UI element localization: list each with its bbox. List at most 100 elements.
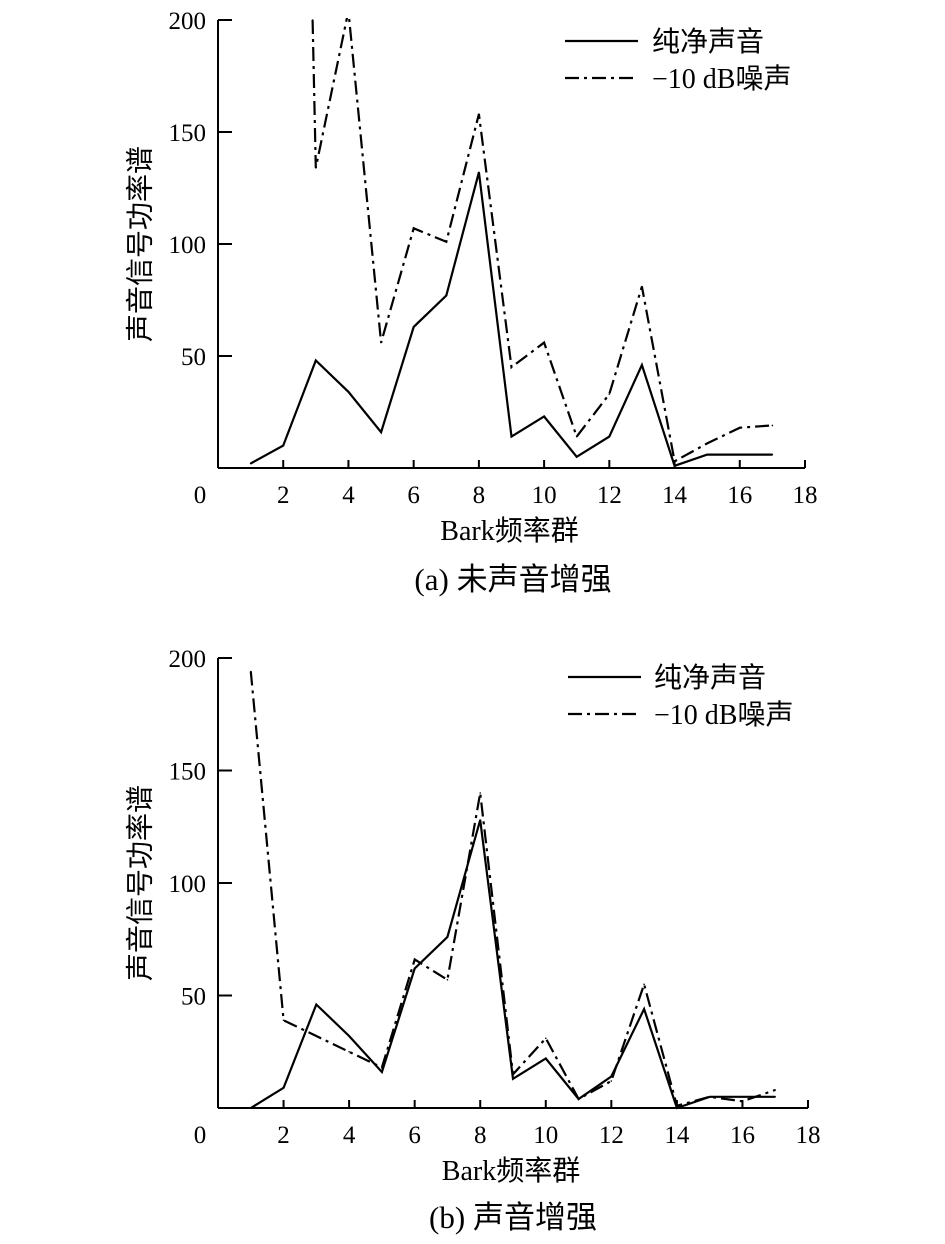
- x-tick-label: 10: [533, 1122, 558, 1149]
- data-point: [315, 1035, 318, 1037]
- y-tick-label: 200: [169, 646, 207, 673]
- legend-label: 纯净声音: [654, 662, 766, 694]
- data-point: [544, 1037, 547, 1040]
- data-point: [543, 415, 545, 418]
- data-point: [446, 936, 449, 938]
- data-point: [510, 435, 513, 438]
- y-tick-label: 100: [169, 232, 207, 259]
- x-tick-label: 10: [532, 482, 557, 509]
- legend: 纯净声音 −10 dB噪声: [565, 26, 791, 95]
- x-tick-label: 12: [599, 1122, 624, 1149]
- data-point: [348, 1035, 350, 1037]
- x-tick-label: 16: [727, 482, 752, 509]
- x-tick-label: 2: [277, 1122, 290, 1149]
- y-tick-label: 50: [181, 344, 206, 371]
- data-point: [771, 424, 774, 427]
- data-point: [512, 1077, 514, 1080]
- data-point: [381, 1071, 383, 1073]
- data-point: [445, 294, 448, 297]
- x-tick-label: 16: [730, 1122, 755, 1149]
- data-point: [643, 983, 645, 986]
- data-point: [412, 326, 415, 328]
- data-point: [315, 167, 317, 169]
- data-point: [282, 1019, 285, 1022]
- data-point: [510, 366, 513, 369]
- data-point: [249, 1107, 252, 1109]
- data-point: [608, 393, 611, 395]
- x-tick-label: 6: [408, 1122, 421, 1149]
- data-point: [771, 453, 774, 456]
- data-point: [708, 1095, 711, 1098]
- series-line-clean: [250, 172, 773, 468]
- data-point: [446, 978, 449, 981]
- x-tick-label: 18: [793, 482, 818, 509]
- data-point: [479, 819, 482, 821]
- legend-label: 纯净声音: [652, 26, 764, 58]
- x-axis-label: Bark频率群: [440, 515, 578, 547]
- x-tick-label: 6: [407, 482, 420, 509]
- y-tick-label: 50: [181, 984, 206, 1011]
- data-point: [348, 1050, 350, 1053]
- data-point: [641, 364, 643, 366]
- legend-label: −10 dB噪声: [654, 699, 793, 731]
- data-point: [575, 456, 578, 458]
- data-point: [577, 1098, 580, 1100]
- x-tick-label: 12: [597, 482, 622, 509]
- data-point: [741, 1100, 744, 1103]
- chart-panel-b: 0 2 4 6 8 10 12 14 16 18 50 100 150 200 Bark频率群 声音信号功率谱…: [124, 646, 820, 1235]
- data-point: [249, 670, 252, 673]
- y-tick-label: 100: [169, 871, 207, 898]
- data-point: [249, 462, 252, 465]
- data-point: [478, 113, 480, 115]
- data-point: [610, 1080, 613, 1082]
- data-point: [412, 227, 415, 230]
- x-tick-label: 8: [474, 1122, 487, 1149]
- data-point: [676, 1104, 678, 1107]
- legend: 纯净声音 −10 dB噪声: [568, 662, 793, 731]
- data-point: [315, 359, 317, 362]
- data-point: [738, 426, 741, 429]
- x-tick-label: 4: [343, 1122, 356, 1149]
- data-point: [315, 1003, 318, 1006]
- y-tick-label: 200: [169, 8, 207, 35]
- y-tick-label: 150: [169, 759, 207, 786]
- data-point: [641, 285, 643, 288]
- data-point: [413, 967, 416, 970]
- data-point: [445, 240, 448, 243]
- data-point: [347, 391, 350, 393]
- data-point: [774, 1089, 777, 1091]
- data-point: [673, 464, 676, 467]
- x-tick-label: 14: [662, 482, 688, 509]
- data-point: [774, 1095, 777, 1098]
- data-point: [479, 792, 482, 794]
- data-point: [706, 453, 708, 456]
- data-point: [413, 958, 416, 961]
- chart-caption: (b) 声音增强: [429, 1200, 597, 1235]
- legend-label: −10 dB噪声: [652, 63, 791, 95]
- data-point: [643, 1008, 645, 1010]
- data-point: [575, 435, 578, 438]
- x-tick-label: 14: [664, 1122, 690, 1149]
- y-axis-label: 声音信号功率谱: [124, 785, 156, 981]
- y-tick-label: 150: [169, 120, 207, 147]
- data-point: [706, 442, 708, 445]
- x-tick-label: 0: [194, 1122, 207, 1149]
- x-axis-label: Bark频率群: [442, 1155, 580, 1187]
- data-point: [512, 1073, 514, 1076]
- chart-panel-a: 0 2 4 6 8 10 12 14 16 18 50 100 150 200 Bark频率群 声音信号功率谱…: [124, 8, 817, 597]
- y-axis-label: 声音信号功率谱: [124, 146, 156, 342]
- series-line-clean: [250, 819, 776, 1110]
- data-point: [676, 1107, 678, 1109]
- data-point: [673, 460, 676, 463]
- series-line-noisy: [311, 18, 773, 463]
- data-point: [380, 431, 382, 433]
- chart-caption: (a) 未声音增强: [414, 562, 611, 597]
- data-point: [282, 1086, 285, 1089]
- x-tick-label: 18: [796, 1122, 821, 1149]
- x-tick-label: 0: [194, 482, 207, 509]
- x-tick-label: 2: [277, 482, 290, 509]
- data-point: [543, 341, 545, 344]
- x-tick-label: 8: [473, 482, 486, 509]
- data-point: [608, 435, 611, 438]
